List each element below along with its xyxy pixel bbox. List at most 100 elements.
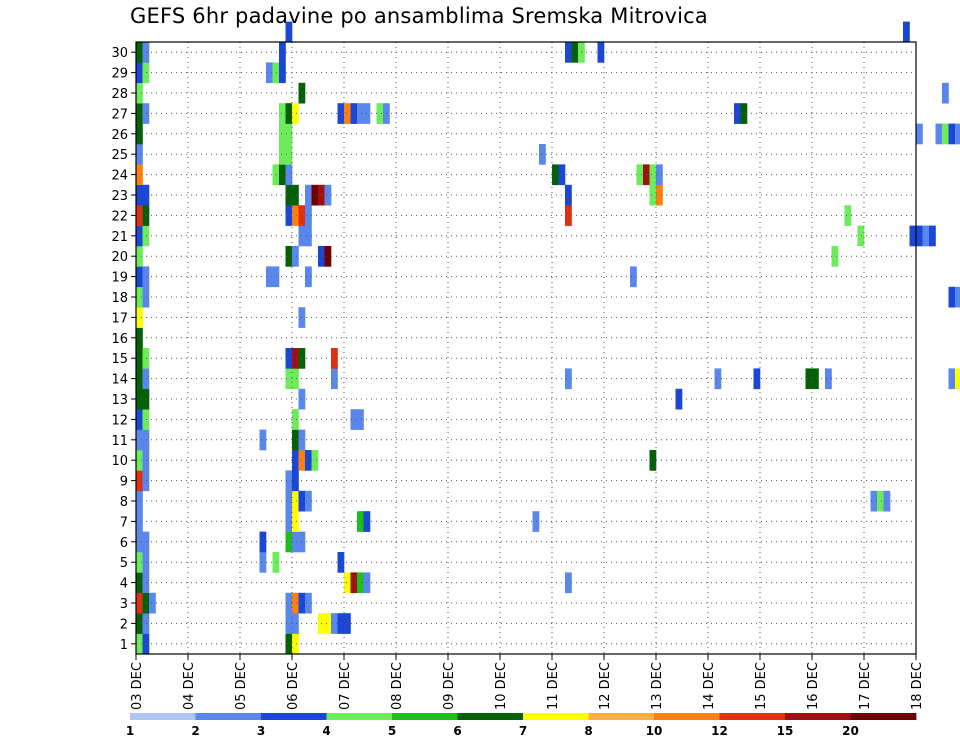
heatmap-cell xyxy=(324,184,332,206)
heatmap-cell xyxy=(136,368,143,390)
heatmap-cell xyxy=(922,225,930,247)
y-tick-label: 18 xyxy=(111,291,128,306)
heatmap-cell xyxy=(292,633,299,655)
heatmap-cell xyxy=(292,470,299,492)
heatmap-cell xyxy=(142,348,150,369)
colorbar-label: 12 xyxy=(711,724,728,738)
heatmap-cell xyxy=(259,552,267,573)
heatmap-cell xyxy=(565,205,572,226)
x-tick-label: 09 DEC xyxy=(442,662,457,710)
heatmap-cell xyxy=(305,225,312,247)
y-tick-label: 14 xyxy=(111,373,128,388)
heatmap-cell xyxy=(285,246,293,267)
heatmap-cell xyxy=(136,246,143,267)
heatmap-cell xyxy=(305,592,312,614)
y-tick-label: 15 xyxy=(111,352,128,367)
heatmap-cell xyxy=(305,184,312,206)
heatmap-cell xyxy=(136,123,143,145)
heatmap-cell xyxy=(285,348,293,369)
heatmap-cell xyxy=(565,184,572,206)
heatmap-cell xyxy=(539,144,546,165)
y-tick-label: 28 xyxy=(111,87,128,102)
heatmap-cell xyxy=(292,592,299,614)
heatmap-cell xyxy=(285,368,293,390)
heatmap-cell xyxy=(649,164,657,186)
heatmap-cell xyxy=(337,552,345,573)
heatmap-cell xyxy=(649,450,657,471)
heatmap-cell xyxy=(142,613,150,634)
colorbar-swatch xyxy=(588,713,655,720)
heatmap-cell xyxy=(955,123,960,145)
heatmap-cell xyxy=(636,164,644,186)
heatmap-cell xyxy=(324,613,332,634)
heatmap-cell xyxy=(357,103,364,124)
heatmap-cell xyxy=(344,103,351,124)
heatmap-cell xyxy=(656,164,663,186)
heatmap-cell xyxy=(305,266,312,288)
heatmap-cell xyxy=(292,103,299,124)
y-tick-label: 24 xyxy=(111,169,128,184)
y-tick-label: 17 xyxy=(111,311,128,326)
colorbar-label: 5 xyxy=(388,724,396,738)
y-tick-label: 13 xyxy=(111,393,128,408)
y-tick-label: 4 xyxy=(120,577,128,592)
heatmap-cell xyxy=(331,368,338,390)
heatmap-cell xyxy=(552,164,559,186)
colorbar-label: 3 xyxy=(257,724,265,738)
heatmap-cell xyxy=(942,82,949,104)
colorbar-swatch xyxy=(261,713,327,720)
heatmap-cell xyxy=(285,613,293,634)
heatmap-cell xyxy=(136,633,143,655)
colorbar-label: 15 xyxy=(777,724,794,738)
heatmap-cell xyxy=(142,572,150,594)
heatmap-cell xyxy=(285,470,293,492)
heatmap-cell xyxy=(136,572,143,594)
y-axis: 1234567891011121314151617181920212223242… xyxy=(111,46,136,653)
y-tick-label: 19 xyxy=(111,271,128,286)
heatmap-cell xyxy=(357,409,364,430)
heatmap-cell xyxy=(955,368,960,390)
heatmap-cell xyxy=(136,266,143,288)
heatmap-cell xyxy=(142,62,150,84)
heatmap-cell xyxy=(136,613,143,634)
heatmap-cell xyxy=(136,327,143,349)
heatmap-cell xyxy=(279,103,286,124)
heatmap-cell xyxy=(136,531,143,553)
y-tick-label: 10 xyxy=(111,454,128,469)
heatmap-cell xyxy=(136,490,143,512)
colorbar-swatch xyxy=(523,713,589,720)
heatmap-cell xyxy=(142,184,150,206)
heatmap-cell xyxy=(136,348,143,369)
heatmap-cell xyxy=(805,368,813,390)
heatmap-cell xyxy=(565,368,572,390)
colorbar-swatch xyxy=(850,713,917,720)
heatmap-cell xyxy=(136,103,143,124)
heatmap-cell xyxy=(311,184,319,206)
colorbar-swatch xyxy=(392,713,458,720)
heatmap-cell xyxy=(344,572,351,594)
y-tick-label: 8 xyxy=(120,495,128,510)
colorbar-swatch xyxy=(457,713,524,720)
heatmap-cell xyxy=(929,225,936,247)
x-tick-label: 10 DEC xyxy=(494,662,509,710)
y-tick-label: 25 xyxy=(111,148,128,163)
heatmap-cell xyxy=(266,62,273,84)
heatmap-cell xyxy=(812,368,819,390)
y-tick-label: 16 xyxy=(111,332,128,347)
heatmap-cell xyxy=(571,42,579,63)
heatmap-cell xyxy=(136,470,143,492)
heatmap-cell xyxy=(259,531,267,553)
x-tick-label: 11 DEC xyxy=(546,662,561,710)
heatmap-cell xyxy=(142,470,150,492)
heatmap-cell xyxy=(285,21,293,43)
heatmap-cell xyxy=(740,103,748,124)
heatmap-cell xyxy=(142,592,150,614)
heatmap-cell xyxy=(285,633,293,655)
heatmap-cell xyxy=(279,123,286,145)
heatmap-cell xyxy=(825,368,832,390)
heatmap-cell xyxy=(675,388,683,410)
heatmap-cell xyxy=(285,511,293,532)
heatmap-cell xyxy=(565,42,572,63)
heatmap-cell xyxy=(149,592,156,614)
